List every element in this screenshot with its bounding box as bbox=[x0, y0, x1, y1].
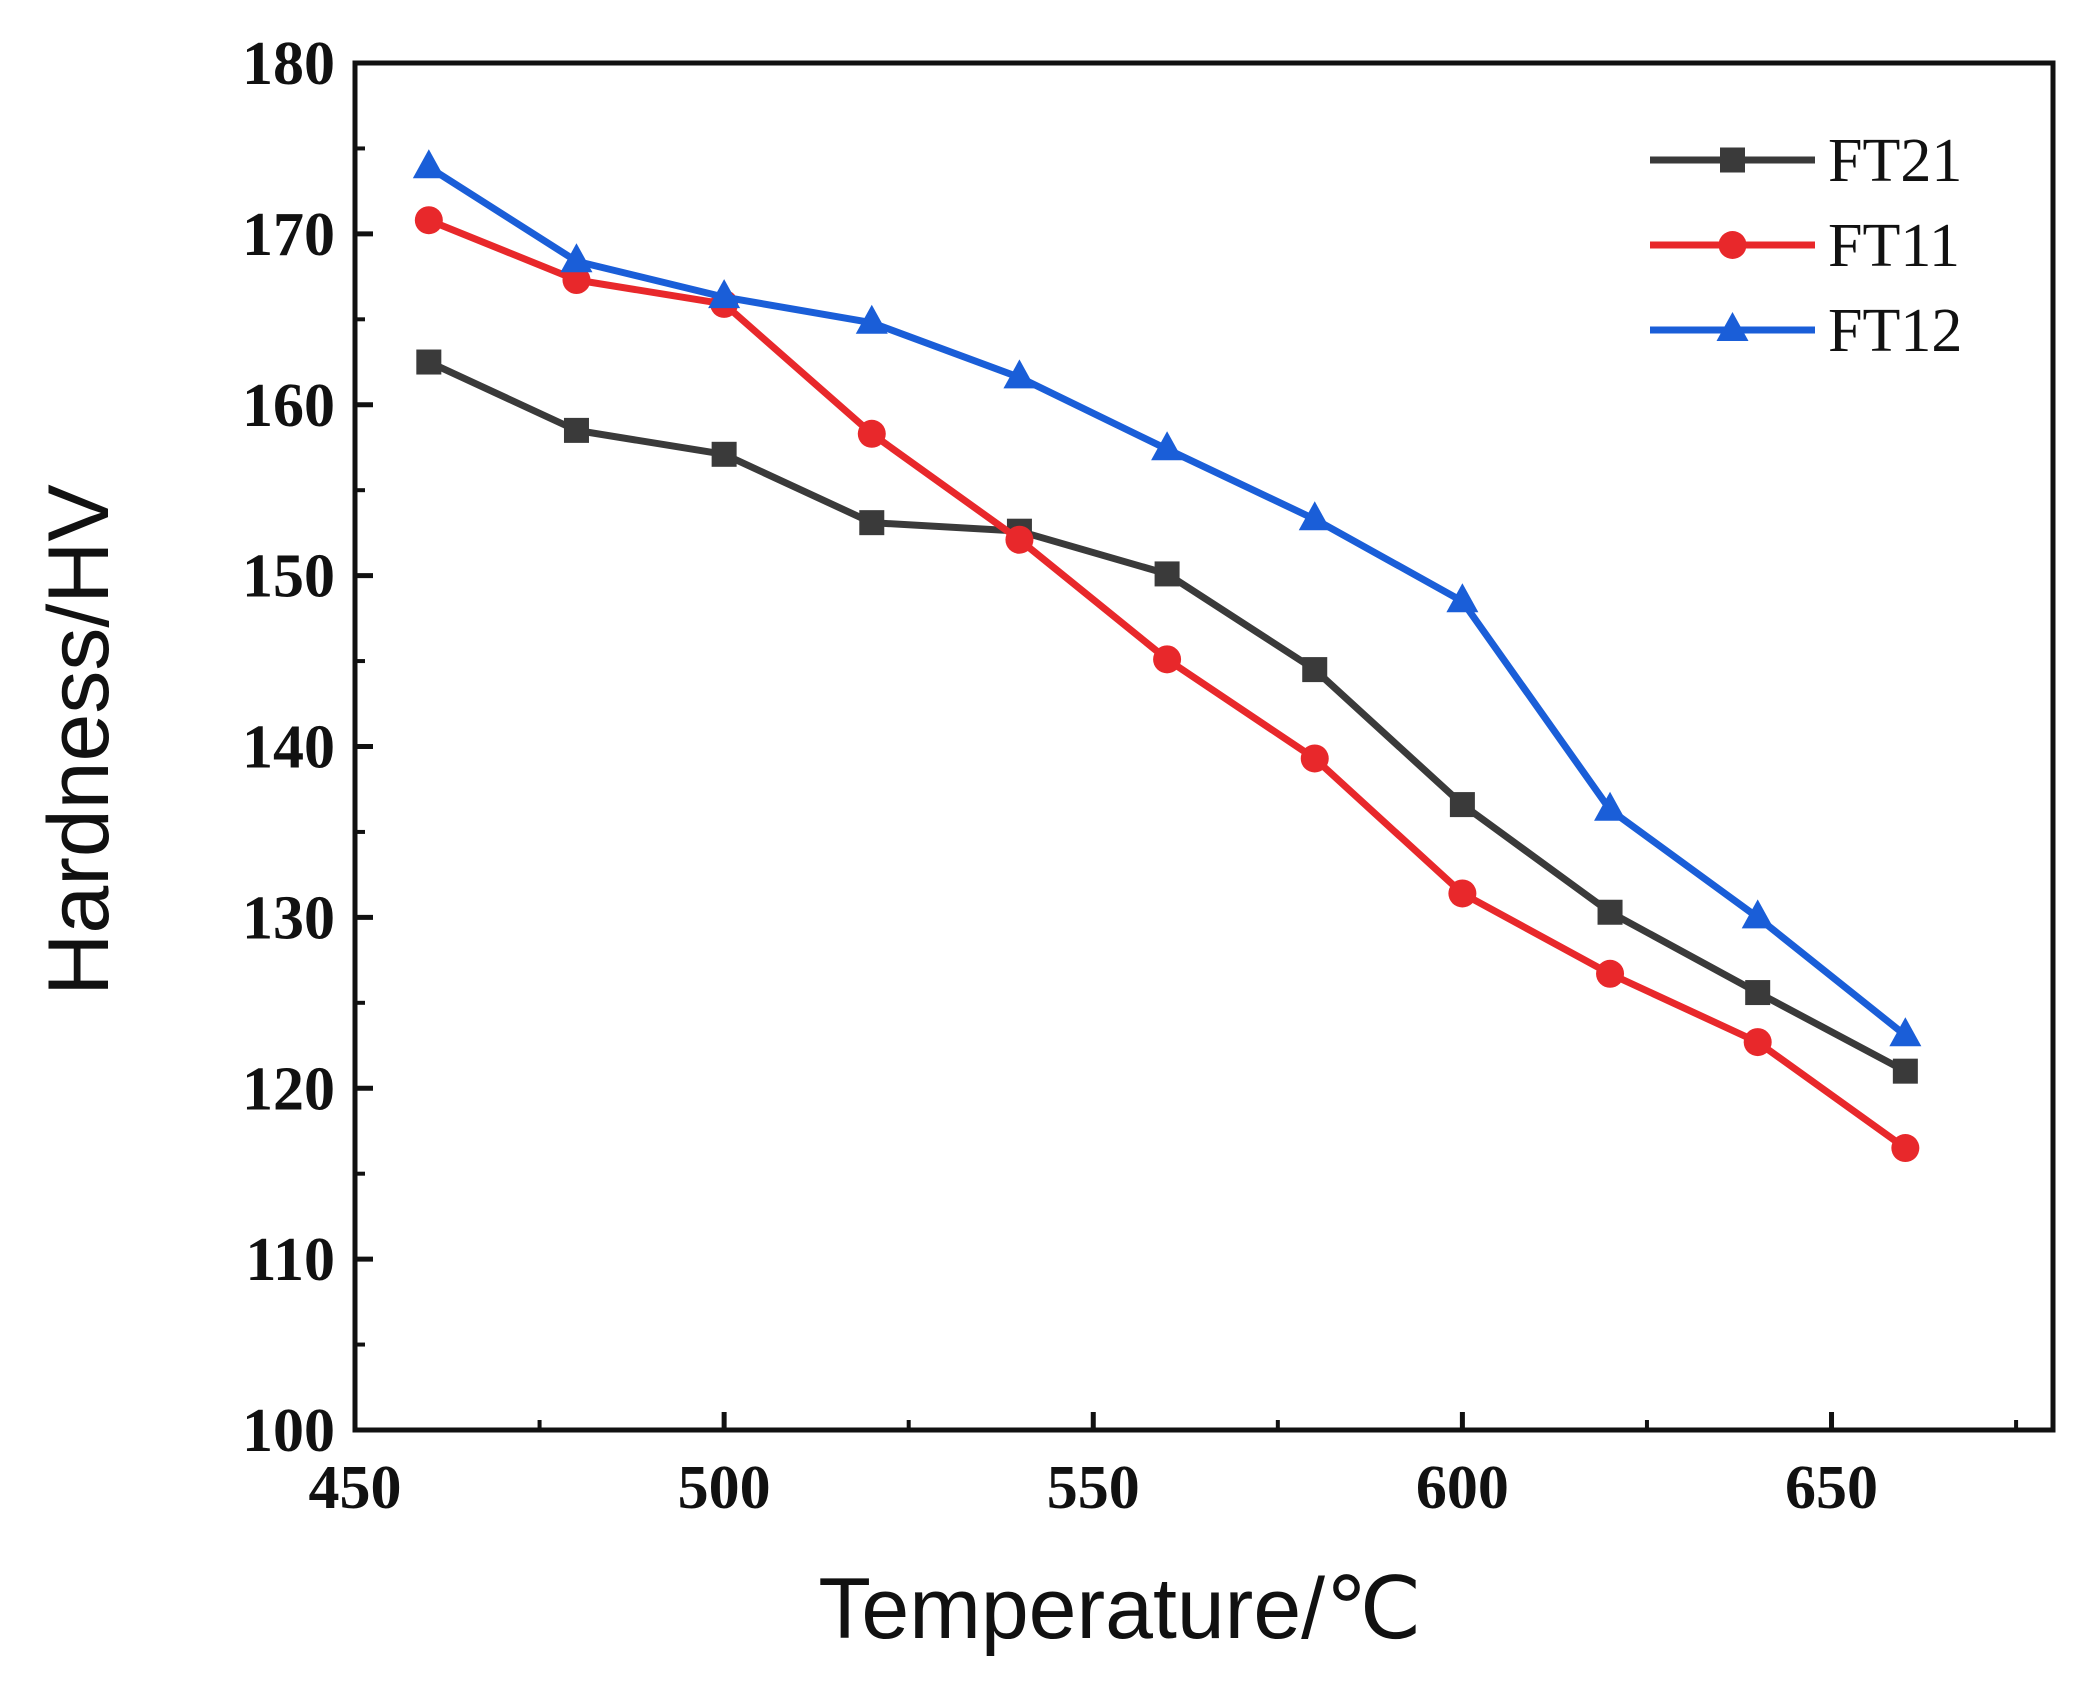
y-tick-label: 110 bbox=[245, 1226, 335, 1294]
y-tick-label: 170 bbox=[242, 201, 335, 269]
data-point-ft11 bbox=[1891, 1134, 1920, 1163]
x-tick-label: 450 bbox=[309, 1454, 402, 1522]
y-tick-label: 140 bbox=[242, 714, 335, 782]
data-point-ft11 bbox=[1743, 1028, 1772, 1057]
legend-marker-ft21 bbox=[1720, 147, 1745, 173]
data-point-ft21 bbox=[1597, 899, 1623, 925]
data-point-ft21 bbox=[563, 417, 589, 443]
data-point-ft12 bbox=[1889, 1017, 1922, 1047]
data-point-ft11 bbox=[414, 206, 443, 235]
legend-item-ft21: FT21 bbox=[1650, 127, 1962, 195]
series-line-ft12 bbox=[426, 164, 1908, 1039]
data-point-ft21 bbox=[1154, 561, 1180, 587]
x-tick-label: 550 bbox=[1047, 1454, 1140, 1522]
y-tick-label: 120 bbox=[242, 1055, 335, 1123]
legend-label-ft12: FT12 bbox=[1828, 297, 1962, 365]
data-point-ft11 bbox=[1596, 959, 1625, 988]
data-point-ft12 bbox=[560, 243, 593, 273]
legend-marker-ft12 bbox=[1716, 312, 1749, 342]
y-tick-label: 130 bbox=[242, 884, 335, 952]
data-point-ft12 bbox=[708, 279, 741, 309]
data-point-ft11 bbox=[1153, 645, 1182, 674]
data-point-ft12 bbox=[1003, 359, 1036, 389]
y-tick-label: 160 bbox=[242, 372, 335, 440]
data-point-ft21 bbox=[1302, 657, 1328, 683]
y-tick-label: 150 bbox=[242, 543, 335, 611]
data-point-ft12 bbox=[1741, 899, 1774, 929]
data-point-ft11 bbox=[1448, 879, 1477, 908]
legend-label-ft21: FT21 bbox=[1828, 127, 1962, 195]
data-point-ft21 bbox=[1892, 1058, 1918, 1084]
data-point-ft12 bbox=[1151, 431, 1184, 461]
legend-item-ft11: FT11 bbox=[1650, 212, 1960, 280]
data-point-ft11 bbox=[562, 266, 591, 295]
data-point-ft21 bbox=[1745, 980, 1771, 1006]
series-ft11 bbox=[414, 206, 1920, 1163]
data-point-ft11 bbox=[1005, 525, 1034, 554]
data-point-ft21 bbox=[859, 510, 885, 536]
x-tick-label: 650 bbox=[1785, 1454, 1878, 1522]
legend-item-ft12: FT12 bbox=[1650, 297, 1962, 365]
series-ft12 bbox=[412, 149, 1922, 1047]
x-tick-label: 500 bbox=[678, 1454, 771, 1522]
data-point-ft21 bbox=[711, 441, 737, 467]
series-line-ft11 bbox=[427, 216, 1908, 1151]
data-point-ft12 bbox=[412, 149, 445, 179]
data-point-ft21 bbox=[1449, 792, 1475, 818]
legend-marker-ft11 bbox=[1718, 231, 1747, 259]
series-line-ft21 bbox=[427, 358, 1907, 1075]
y-tick-label: 180 bbox=[242, 30, 335, 98]
data-point-ft12 bbox=[855, 304, 888, 334]
data-point-ft12 bbox=[1594, 791, 1627, 821]
x-tick-label: 600 bbox=[1416, 1454, 1509, 1522]
x-axis-title: Temperature/℃ bbox=[818, 1561, 1421, 1657]
data-point-ft21 bbox=[416, 349, 442, 375]
data-point-ft12 bbox=[1446, 583, 1479, 613]
data-point-ft11 bbox=[1300, 744, 1329, 773]
y-axis-title: Hardness/HV bbox=[31, 484, 127, 995]
data-point-ft12 bbox=[1298, 501, 1331, 531]
legend-label-ft11: FT11 bbox=[1828, 212, 1960, 280]
y-tick-label: 100 bbox=[242, 1397, 335, 1465]
data-point-ft11 bbox=[857, 419, 886, 448]
